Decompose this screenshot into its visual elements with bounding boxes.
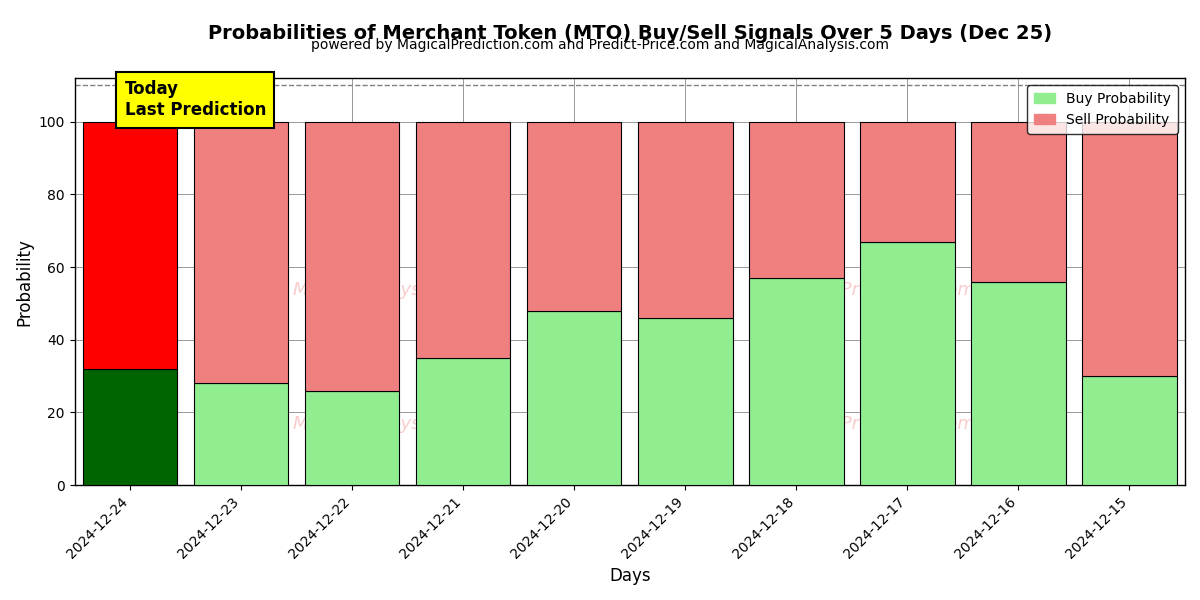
Bar [971, 281, 1066, 485]
Bar [83, 122, 178, 369]
Bar [749, 122, 844, 278]
Bar [527, 122, 622, 311]
Bar [971, 122, 1066, 281]
Bar [194, 383, 288, 485]
Legend: Buy Probability, Sell Probability: Buy Probability, Sell Probability [1027, 85, 1178, 134]
Bar [83, 369, 178, 485]
Bar [860, 122, 955, 242]
Bar [638, 318, 732, 485]
Bar [305, 391, 400, 485]
Bar [305, 122, 400, 391]
Title: Probabilities of Merchant Token (MTO) Buy/Sell Signals Over 5 Days (Dec 25): Probabilities of Merchant Token (MTO) Bu… [208, 24, 1052, 43]
Bar [416, 358, 510, 485]
Bar [1082, 122, 1177, 376]
Bar [860, 242, 955, 485]
Bar [638, 122, 732, 318]
Y-axis label: Probability: Probability [16, 238, 34, 326]
Bar [527, 311, 622, 485]
Bar [416, 122, 510, 358]
Text: MagicalAnalysis.com: MagicalAnalysis.com [292, 281, 479, 299]
X-axis label: Days: Days [610, 567, 650, 585]
Bar [749, 278, 844, 485]
Bar [1082, 376, 1177, 485]
Text: MagicalPrediction.com: MagicalPrediction.com [773, 415, 976, 433]
Text: MagicalAnalysis.com: MagicalAnalysis.com [292, 415, 479, 433]
Text: Today
Last Prediction: Today Last Prediction [125, 80, 266, 119]
Bar [194, 122, 288, 383]
Text: powered by MagicalPrediction.com and Predict-Price.com and MagicalAnalysis.com: powered by MagicalPrediction.com and Pre… [311, 38, 889, 52]
Text: MagicalPrediction.com: MagicalPrediction.com [773, 281, 976, 299]
